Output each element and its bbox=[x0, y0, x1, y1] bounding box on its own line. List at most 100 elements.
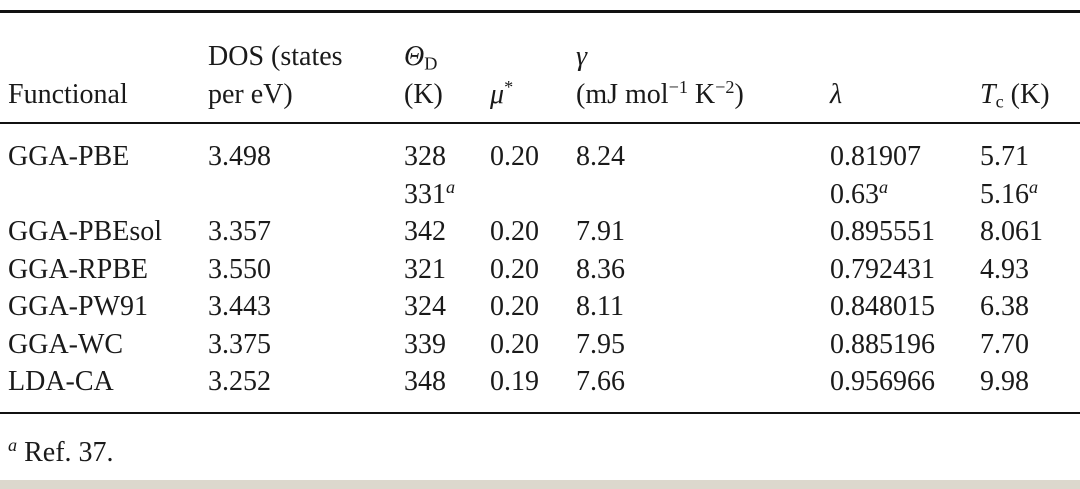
cell-text: GGA-PBE bbox=[8, 141, 130, 172]
cell-text: 0.20 bbox=[490, 291, 539, 322]
cell-text: 3.375 bbox=[208, 328, 271, 360]
table-cell: 331a bbox=[404, 176, 455, 214]
header-cell: DOS (states bbox=[208, 38, 343, 76]
cell-text: 3.443 bbox=[208, 291, 271, 322]
table-cell: 8.061 bbox=[980, 213, 1043, 251]
cell-text: 321 bbox=[404, 253, 446, 285]
table-cell: 5.16a bbox=[980, 176, 1038, 214]
cell-text: 339 bbox=[404, 328, 446, 360]
header-exponent: −2 bbox=[715, 77, 735, 97]
table-cell: 0.792431 bbox=[830, 251, 935, 289]
table-cell: 3.252 bbox=[208, 363, 271, 401]
cell-text: 7.66 bbox=[576, 366, 625, 397]
cell-text: 0.81907 bbox=[830, 141, 921, 172]
cell-text: GGA-PW91 bbox=[8, 291, 148, 322]
cell-text: 328 bbox=[404, 141, 446, 172]
header-symbol: T bbox=[980, 79, 996, 110]
footnote-text: Ref. 37. bbox=[24, 437, 114, 468]
cell-text: 7.70 bbox=[980, 328, 1029, 360]
header-symbol: Θ bbox=[404, 41, 425, 72]
page-band bbox=[0, 480, 1080, 489]
table-cell: LDA-CA bbox=[8, 363, 114, 401]
cell-text: 3.550 bbox=[208, 253, 271, 285]
header-cell: (mJ mol−1 K−2) bbox=[576, 76, 744, 114]
cell-text: 5.16 bbox=[980, 178, 1029, 210]
table-cell: 3.550 bbox=[208, 251, 271, 289]
cell-note: a bbox=[879, 176, 889, 197]
header-cell: Tc (K) bbox=[980, 76, 1050, 114]
table-cell: GGA-PW91 bbox=[8, 288, 148, 326]
header-rule bbox=[0, 122, 1080, 124]
header-text: DOS (states bbox=[208, 41, 343, 72]
cell-text: 3.252 bbox=[208, 366, 271, 397]
header-cell: (K) bbox=[404, 76, 443, 114]
table-cell: 0.81907 bbox=[830, 138, 921, 176]
cell-text: 342 bbox=[404, 216, 446, 247]
cell-text: 324 bbox=[404, 291, 446, 322]
cell-note: a bbox=[446, 176, 456, 197]
table-cell: 7.95 bbox=[576, 326, 625, 364]
table-cell: 9.98 bbox=[980, 363, 1029, 401]
table-cell: 0.20 bbox=[490, 138, 539, 176]
top-rule bbox=[0, 10, 1080, 13]
table-cell: 0.20 bbox=[490, 326, 539, 364]
header-text: Functional bbox=[8, 79, 128, 110]
cell-text: GGA-WC bbox=[8, 328, 124, 360]
header-unit: K bbox=[687, 79, 716, 110]
table-cell: 7.66 bbox=[576, 363, 625, 401]
cell-text: 6.38 bbox=[980, 291, 1029, 322]
table-cell: 328 bbox=[404, 138, 446, 176]
table-cell: 0.895551 bbox=[830, 213, 935, 251]
header-unit: ) bbox=[734, 79, 744, 110]
cell-text: 3.498 bbox=[208, 141, 271, 172]
table-cell: 339 bbox=[404, 326, 446, 364]
table-cell: GGA-RPBE bbox=[8, 251, 148, 289]
cell-text: 4.93 bbox=[980, 253, 1029, 285]
table-cell: 0.19 bbox=[490, 363, 539, 401]
cell-text: 348 bbox=[404, 366, 446, 397]
table-cell: 3.375 bbox=[208, 326, 271, 364]
table-cell: 324 bbox=[404, 288, 446, 326]
header-text: per eV) bbox=[208, 79, 293, 110]
cell-text: 0.20 bbox=[490, 216, 539, 247]
table-cell: 0.20 bbox=[490, 213, 539, 251]
header-unit: (K) bbox=[1003, 79, 1050, 110]
cell-text: 0.895551 bbox=[830, 216, 935, 247]
cell-text: 0.885196 bbox=[830, 328, 935, 360]
table-cell: 5.71 bbox=[980, 138, 1029, 176]
table-cell: 0.20 bbox=[490, 288, 539, 326]
cell-text: 0.20 bbox=[490, 253, 539, 285]
cell-text: 7.91 bbox=[576, 216, 625, 247]
table-cell: 321 bbox=[404, 251, 446, 289]
table-cell: 8.11 bbox=[576, 288, 624, 326]
table-cell: 6.38 bbox=[980, 288, 1029, 326]
header-subscript: c bbox=[995, 91, 1004, 112]
cell-text: 0.956966 bbox=[830, 366, 935, 397]
header-cell: μ* bbox=[490, 76, 513, 114]
cell-text: 3.357 bbox=[208, 216, 271, 247]
header-subscript: D bbox=[424, 53, 438, 74]
table-cell: 3.498 bbox=[208, 138, 271, 176]
header-cell: γ bbox=[576, 38, 587, 76]
header-symbol: μ bbox=[490, 79, 505, 110]
footnote-mark: a bbox=[8, 435, 18, 455]
table-cell: 3.357 bbox=[208, 213, 271, 251]
header-cell: Functional bbox=[8, 76, 128, 114]
header-unit: (mJ mol bbox=[576, 79, 669, 110]
cell-text: GGA-RPBE bbox=[8, 253, 149, 285]
header-superscript: * bbox=[504, 77, 514, 97]
table-cell: GGA-PBEsol bbox=[8, 213, 162, 251]
cell-text: 5.71 bbox=[980, 141, 1029, 172]
cell-text: 0.63 bbox=[830, 178, 879, 210]
table-cell: GGA-WC bbox=[8, 326, 123, 364]
table-cell: 0.885196 bbox=[830, 326, 935, 364]
cell-text: 0.848015 bbox=[830, 291, 935, 322]
cell-text: GGA-PBEsol bbox=[8, 216, 163, 247]
cell-text: 8.061 bbox=[980, 216, 1043, 247]
header-cell: per eV) bbox=[208, 76, 293, 114]
table-cell: 7.91 bbox=[576, 213, 625, 251]
cell-text: 8.11 bbox=[576, 291, 624, 322]
header-exponent: −1 bbox=[668, 77, 688, 97]
header-symbol: γ bbox=[576, 41, 588, 72]
header-symbol: λ bbox=[830, 79, 843, 110]
